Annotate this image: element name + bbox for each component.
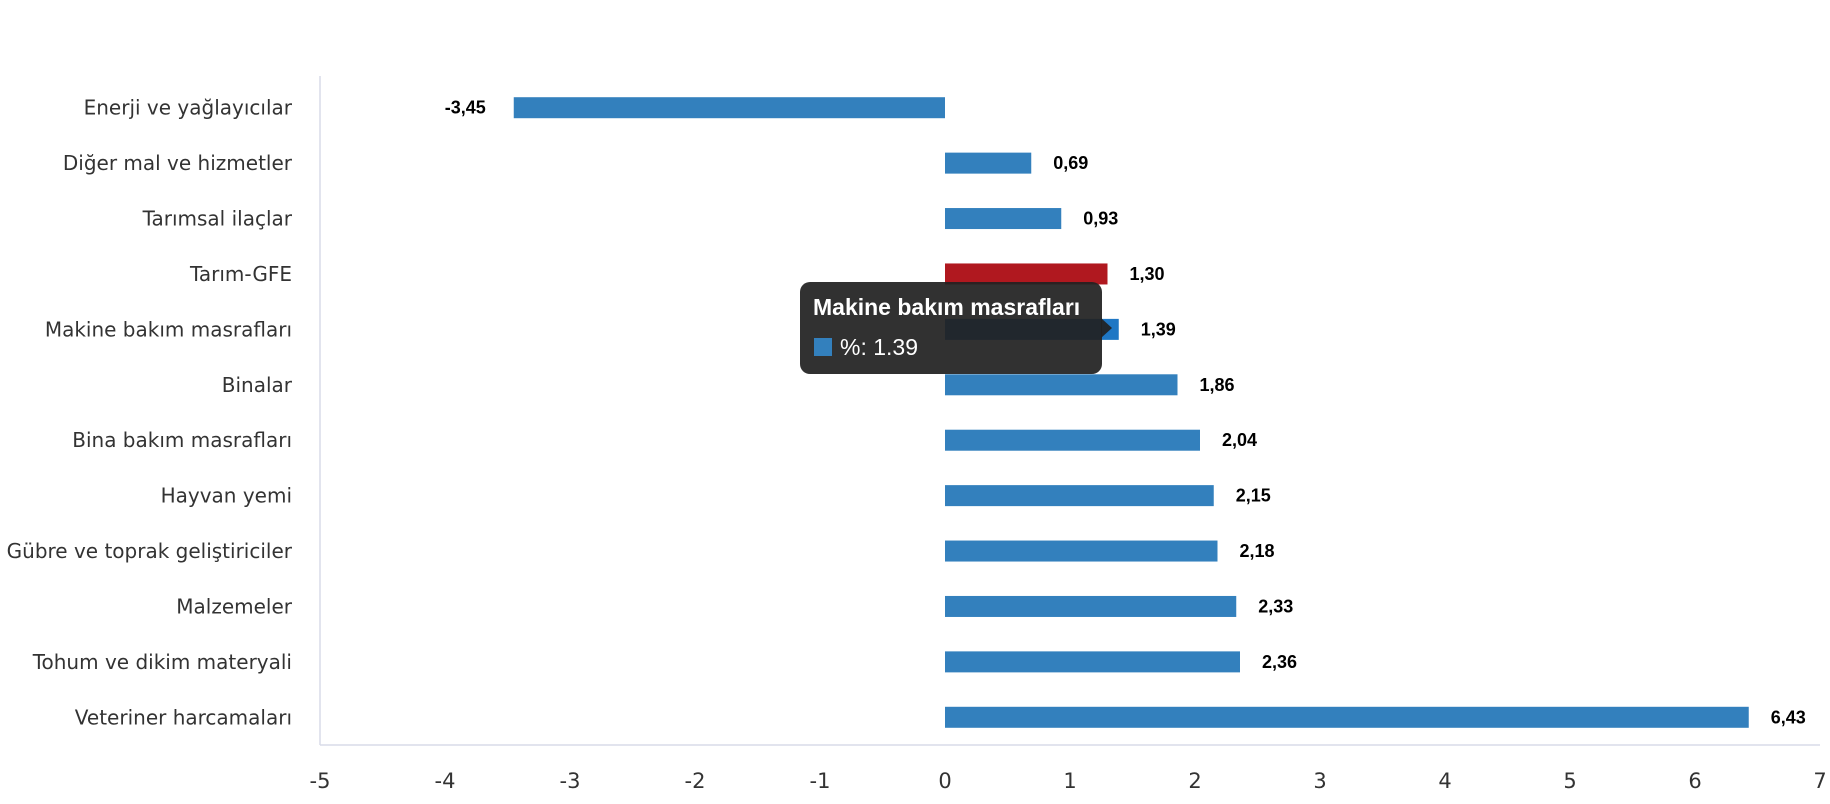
bar[interactable]: [945, 374, 1178, 396]
category-label: Veteriner harcamaları: [75, 705, 292, 729]
tooltip-value: %: 1.39: [840, 334, 918, 360]
x-tick-label: 7: [1813, 769, 1826, 793]
data-label: 2,33: [1258, 596, 1293, 616]
x-tick-label: 6: [1688, 769, 1701, 793]
x-tick-label: 2: [1188, 769, 1201, 793]
data-label: 1,39: [1141, 319, 1176, 339]
x-tick-label: 1: [1063, 769, 1076, 793]
data-label: 6,43: [1771, 707, 1806, 727]
data-label: 1,86: [1200, 375, 1235, 395]
category-label: Tohum ve dikim materyali: [32, 650, 292, 674]
tooltip: Makine bakım masrafları %: 1.39: [800, 282, 1102, 374]
tooltip-arrow: [1101, 318, 1112, 338]
x-tick-label: -3: [560, 769, 581, 793]
data-label: 2,04: [1222, 430, 1257, 450]
bar[interactable]: [945, 485, 1214, 507]
data-label: 2,18: [1240, 541, 1275, 561]
data-label: -3,45: [445, 98, 486, 118]
data-label: 0,93: [1083, 209, 1118, 229]
data-label: 2,15: [1236, 486, 1271, 506]
bar[interactable]: [945, 540, 1218, 562]
bar[interactable]: [945, 706, 1749, 728]
category-label: Binalar: [222, 373, 293, 397]
bar[interactable]: [945, 152, 1032, 174]
bar[interactable]: [945, 595, 1237, 617]
labels-layer: Enerji ve yağlayıcılar -3,45 Diğer mal ve …: [7, 96, 1806, 730]
x-tick-label: -1: [810, 769, 831, 793]
category-label: Diğer mal ve hizmetler: [63, 151, 293, 175]
tooltip-series-swatch: [814, 338, 832, 356]
tooltip-title: Makine bakım masrafları: [813, 294, 1081, 320]
x-tick-label: -4: [435, 769, 456, 793]
category-label: Malzemeler: [176, 594, 293, 618]
x-tick-label: 5: [1563, 769, 1576, 793]
axis-layer: -5 -4 -3 -2 -1 0 1 2 3 4 5 6 7: [310, 76, 1827, 793]
bar[interactable]: [945, 651, 1240, 673]
x-tick-label: -5: [310, 769, 331, 793]
category-label: Bina bakım masrafları: [72, 428, 292, 452]
bars-layer: [513, 97, 1749, 728]
category-label: Hayvan yemi: [161, 484, 292, 508]
data-label: 0,69: [1053, 153, 1088, 173]
category-label: Gübre ve toprak geliştiriciler: [7, 539, 293, 563]
x-tick-label: 0: [938, 769, 951, 793]
bar[interactable]: [945, 429, 1200, 451]
category-label: Tarımsal ilaçlar: [142, 207, 293, 231]
data-label: 1,30: [1130, 264, 1165, 284]
bar[interactable]: [945, 208, 1062, 230]
category-label: Makine bakım masrafları: [45, 317, 292, 341]
category-label: Enerji ve yağlayıcılar: [84, 96, 293, 120]
category-label: Tarım-GFE: [189, 262, 292, 286]
data-label: 2,36: [1262, 652, 1297, 672]
bar[interactable]: [945, 263, 1108, 285]
x-tick-label: 4: [1438, 769, 1451, 793]
x-tick-label: 3: [1313, 769, 1326, 793]
bar[interactable]: [513, 97, 945, 119]
x-tick-label: -2: [685, 769, 706, 793]
